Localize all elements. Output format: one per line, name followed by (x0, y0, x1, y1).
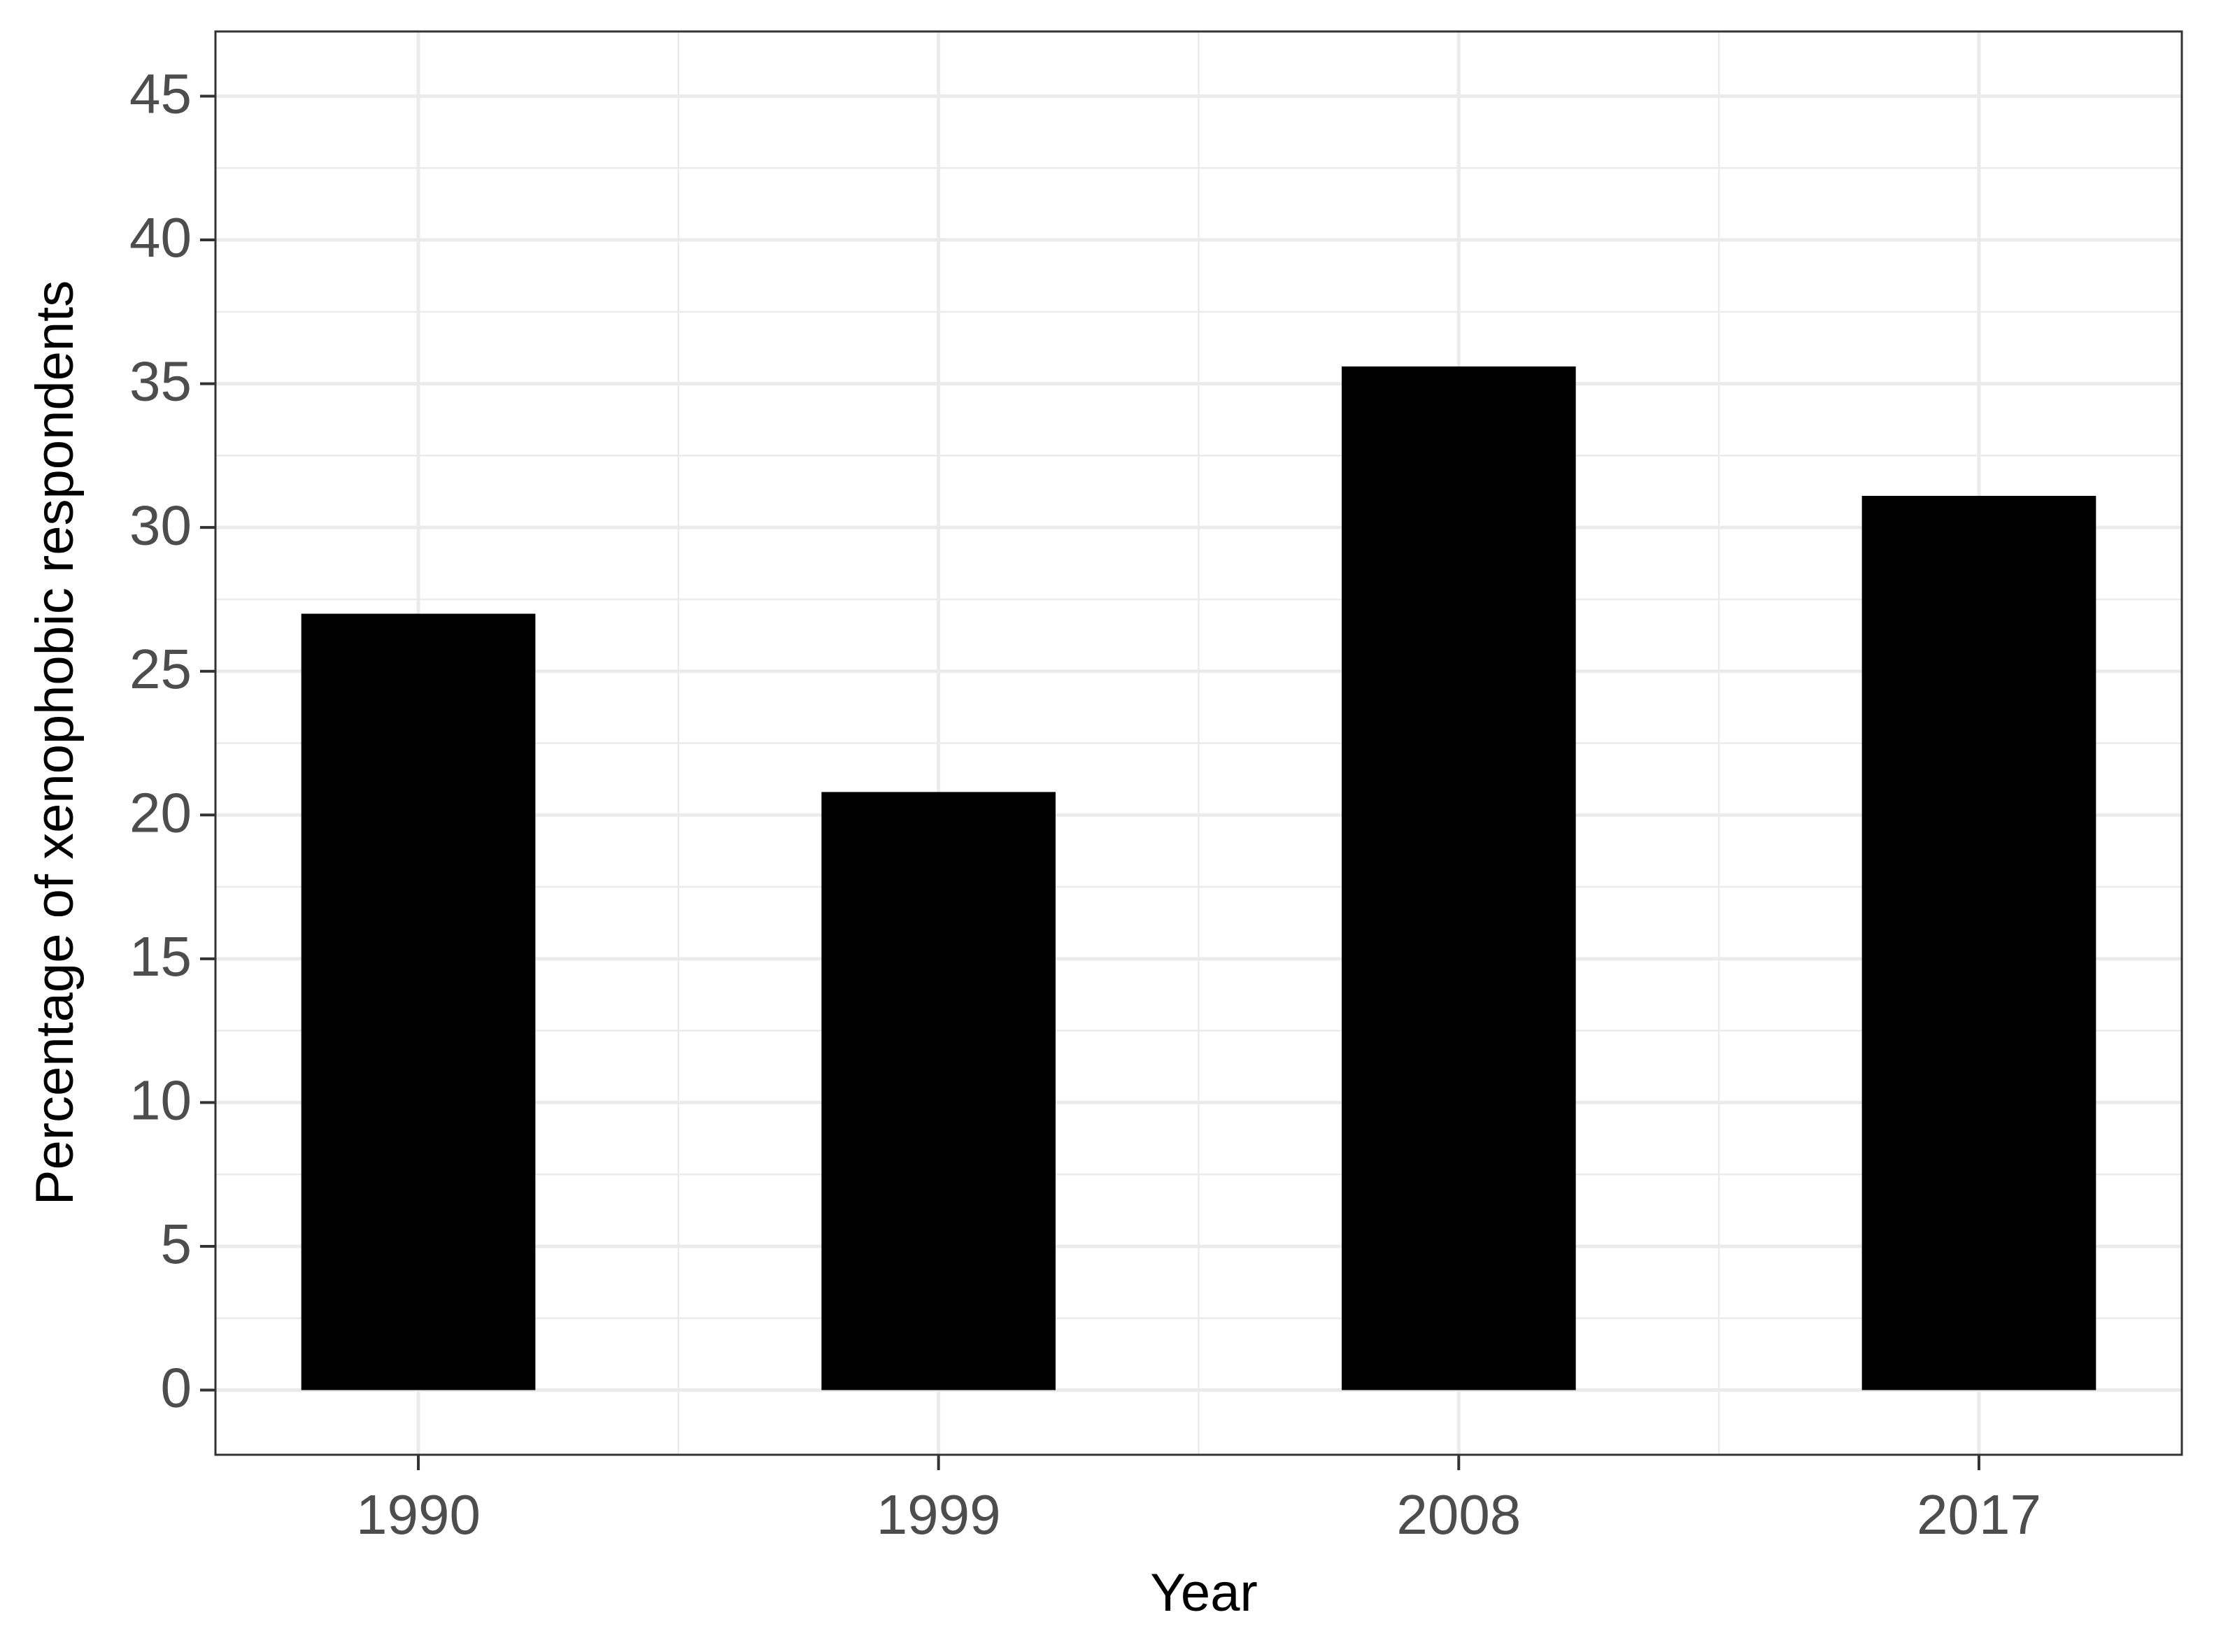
y-tick-label: 30 (129, 494, 192, 556)
y-tick-label: 15 (129, 925, 192, 988)
x-tick-label: 2008 (1396, 1483, 1521, 1546)
y-tick-label: 45 (129, 63, 192, 125)
x-tick-label: 1999 (877, 1483, 1001, 1546)
x-tick-label: 2017 (1917, 1483, 2041, 1546)
y-tick-label: 20 (129, 781, 192, 843)
bar (1342, 366, 1576, 1390)
panel-border (214, 30, 2183, 1456)
y-axis-title: Percentage of xenophobic respondents (25, 280, 85, 1206)
y-tick-label: 25 (129, 638, 192, 700)
bar (1861, 495, 2096, 1390)
x-tick-label: 1990 (356, 1483, 481, 1546)
y-tick-label: 0 (161, 1357, 192, 1419)
bar (301, 613, 536, 1390)
x-axis-title: Year (1150, 1563, 1258, 1623)
y-tick-label: 40 (129, 206, 192, 269)
bar (821, 792, 1056, 1390)
y-tick-label: 35 (129, 350, 192, 413)
y-tick-label: 5 (161, 1213, 192, 1275)
y-tick-label: 10 (129, 1069, 192, 1132)
